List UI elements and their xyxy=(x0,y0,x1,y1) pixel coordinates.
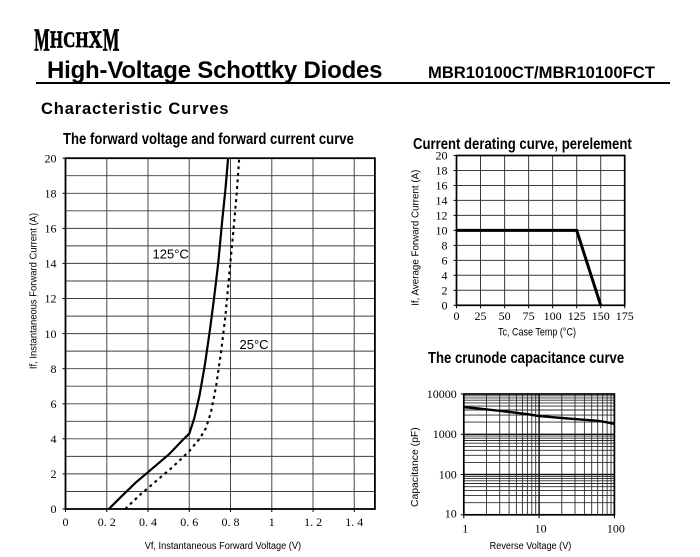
svg-text:25°C: 25°C xyxy=(240,337,269,352)
svg-text:12: 12 xyxy=(45,292,57,306)
svg-text:25: 25 xyxy=(475,309,487,323)
svg-text:M: M xyxy=(34,22,49,56)
svg-text:100: 100 xyxy=(439,467,457,481)
svg-text:10: 10 xyxy=(535,522,547,536)
svg-text:C: C xyxy=(63,27,75,52)
svg-text:14: 14 xyxy=(436,194,448,208)
svg-text:8: 8 xyxy=(442,239,448,253)
svg-text:18: 18 xyxy=(436,164,448,178)
svg-text:1: 1 xyxy=(462,522,468,536)
svg-text:125°C: 125°C xyxy=(153,247,189,262)
svg-text:18: 18 xyxy=(45,187,57,201)
svg-text:100: 100 xyxy=(607,522,625,536)
svg-text:If, Average Forward Current (A: If, Average Forward Current (A) xyxy=(410,170,421,306)
svg-text:X: X xyxy=(89,28,103,54)
svg-text:4: 4 xyxy=(442,269,448,283)
svg-text:1. 2: 1. 2 xyxy=(304,515,322,529)
svg-text:0: 0 xyxy=(51,502,57,516)
svg-text:1: 1 xyxy=(269,515,275,529)
svg-text:6: 6 xyxy=(442,254,448,268)
svg-text:0. 6: 0. 6 xyxy=(180,515,198,529)
svg-text:2: 2 xyxy=(51,467,57,481)
svg-text:H: H xyxy=(50,28,63,54)
svg-text:Vf, Instantaneous Forward Volt: Vf, Instantaneous Forward Voltage (V) xyxy=(145,541,301,553)
svg-text:12: 12 xyxy=(436,209,448,223)
svg-text:8: 8 xyxy=(51,362,57,376)
svg-text:4: 4 xyxy=(51,432,57,446)
svg-text:50: 50 xyxy=(499,309,511,323)
svg-text:0. 2: 0. 2 xyxy=(98,515,116,529)
svg-text:0. 4: 0. 4 xyxy=(139,515,157,529)
svg-text:Capacitance (pF): Capacitance (pF) xyxy=(410,427,421,507)
svg-text:2: 2 xyxy=(442,284,448,298)
svg-text:125: 125 xyxy=(568,309,586,323)
svg-text:10: 10 xyxy=(436,224,448,238)
svg-text:10: 10 xyxy=(445,507,457,521)
svg-text:20: 20 xyxy=(436,149,448,163)
svg-text:150: 150 xyxy=(592,309,610,323)
svg-text:0: 0 xyxy=(63,515,69,529)
svg-text:If, Instantaneous Forward Curr: If, Instantaneous Forward Current (A) xyxy=(28,213,40,369)
svg-text:H: H xyxy=(76,27,89,52)
svg-text:1. 4: 1. 4 xyxy=(345,515,363,529)
svg-text:10: 10 xyxy=(45,327,57,341)
svg-text:0: 0 xyxy=(454,309,460,323)
svg-text:10000: 10000 xyxy=(427,387,457,401)
svg-text:6: 6 xyxy=(51,397,57,411)
svg-text:0. 8: 0. 8 xyxy=(222,515,240,529)
svg-text:0: 0 xyxy=(442,299,448,313)
svg-text:M: M xyxy=(103,22,120,56)
svg-text:75: 75 xyxy=(523,309,535,323)
svg-text:16: 16 xyxy=(45,222,57,236)
svg-text:14: 14 xyxy=(45,257,57,271)
svg-text:175: 175 xyxy=(616,309,634,323)
svg-text:1000: 1000 xyxy=(433,427,457,441)
svg-text:Tc, Case Temp (°C): Tc, Case Temp (°C) xyxy=(498,327,576,339)
svg-text:Reverse Voltage (V): Reverse Voltage (V) xyxy=(490,540,572,552)
svg-text:16: 16 xyxy=(436,179,448,193)
svg-text:20: 20 xyxy=(45,151,57,165)
svg-text:100: 100 xyxy=(544,309,562,323)
